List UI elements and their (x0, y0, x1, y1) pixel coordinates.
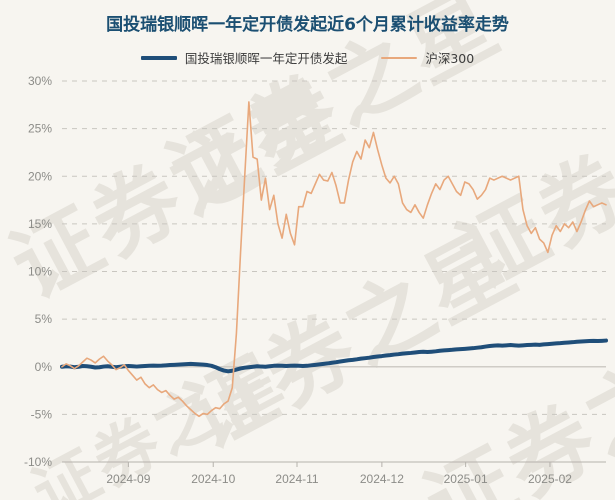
x-axis-tick-label: 2025-02 (528, 472, 572, 486)
legend-item-fund[interactable]: 国投瑞银顺晖一年定开债发起 (140, 48, 348, 67)
y-axis-tick-label: -10% (24, 455, 52, 469)
y-axis-tick-label: 15% (28, 217, 52, 231)
legend-label-benchmark: 沪深300 (425, 51, 475, 66)
series-line-fund (60, 338, 608, 374)
y-axis-tick-label: 30% (28, 74, 52, 88)
x-axis-tick-label: 2024-09 (106, 472, 150, 486)
data-series-group (60, 101, 608, 418)
chart-legend: 国投瑞银顺晖一年定开债发起 沪深300 (0, 48, 615, 67)
x-axis-tick-labels: 2024-09 2024-10 2024-11 2024-12 2025-01 2025-… (106, 472, 572, 486)
y-axis-tick-label: 20% (28, 169, 52, 183)
y-axis-tick-label: -5% (31, 407, 53, 421)
chart-title: 国投瑞银顺晖一年定开债发起近6个月累计收益率走势 (106, 15, 509, 35)
y-axis-tick-label: 10% (28, 265, 52, 279)
x-axis-ticks-group (127, 462, 551, 467)
y-axis-tick-label: 0% (35, 360, 53, 374)
x-axis-tick-label: 2024-11 (275, 472, 318, 486)
x-axis-tick-label: 2024-12 (360, 472, 404, 486)
legend-label-fund: 国投瑞银顺晖一年定开债发起 (184, 51, 348, 66)
legend-swatch-fund (140, 55, 177, 60)
legend-item-benchmark[interactable]: 沪深300 (381, 48, 474, 67)
x-axis-tick-label: 2025-01 (444, 472, 488, 486)
y-axis-tick-labels: 30% 25% 20% 15% 10% 5% 0% -5% -10% (24, 74, 52, 469)
y-axis-tick-label: 5% (35, 312, 53, 326)
x-axis-tick-label: 2024-10 (191, 472, 235, 486)
series-line-benchmark (61, 101, 607, 418)
y-axis-tick-label: 25% (28, 122, 52, 136)
legend-swatch-benchmark (381, 56, 418, 59)
